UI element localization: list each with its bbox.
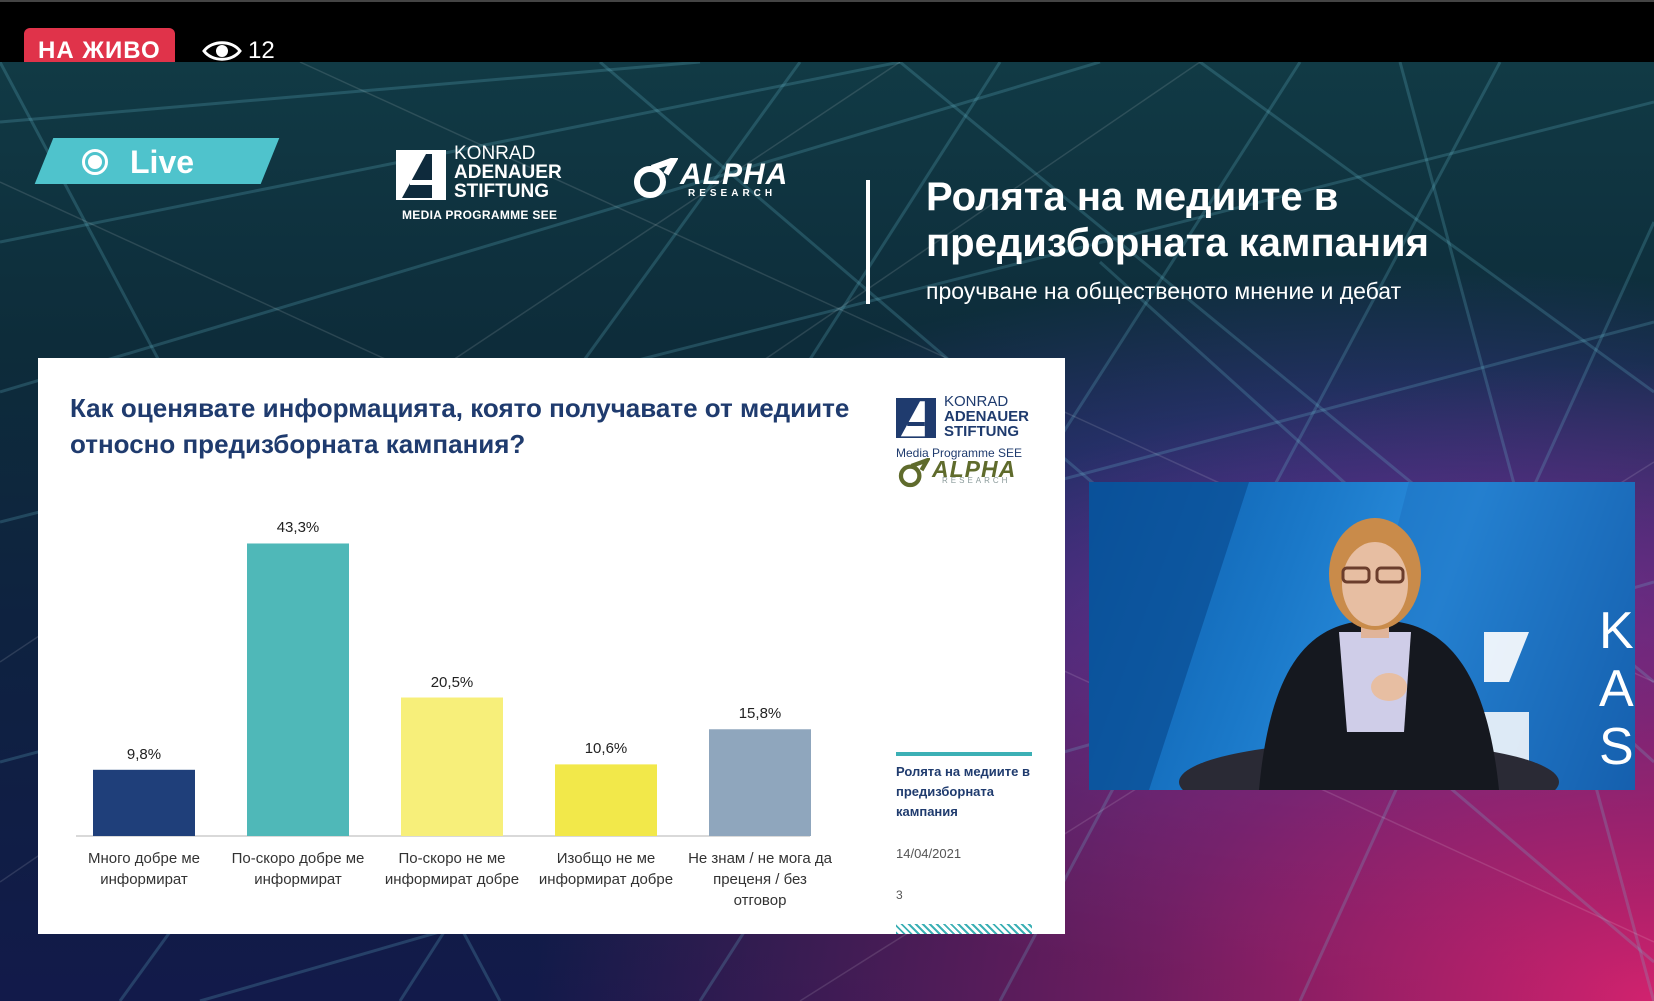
eye-icon	[202, 41, 242, 61]
side-hatch-bar	[896, 924, 1032, 934]
backdrop-letter-k: K	[1599, 602, 1634, 660]
slide-kas-line3: STIFTUNG	[944, 423, 1019, 440]
slide-alpha-sub: RESEARCH	[942, 476, 1011, 485]
live-tag-label: Live	[130, 143, 195, 180]
side-date: 14/04/2021	[896, 846, 962, 861]
slide-question: Как оценявате информацията, която получа…	[70, 393, 850, 459]
page-number: 3	[896, 888, 903, 902]
viewer-counter: 12	[202, 36, 275, 66]
camera-scene	[1089, 482, 1635, 790]
live-tag: Live	[82, 140, 194, 184]
backdrop-letter-s: S	[1599, 718, 1634, 776]
viewer-count: 12	[248, 37, 275, 64]
slide-kas-line2: ADENAUER	[944, 408, 1030, 425]
kas-line2: ADENAUER	[454, 162, 562, 183]
slide-alpha-logo: ALPHA RESEARCH	[896, 456, 1015, 493]
alpha-research-logo: ALPHA RESEARCH	[630, 154, 787, 203]
kas-sub: MEDIA PROGRAMME SEE	[402, 208, 558, 222]
alpha-word: ALPHA	[680, 158, 789, 191]
alpha-mark-icon	[634, 154, 681, 198]
backdrop-letter-a: A	[1599, 660, 1634, 718]
presentation-slide: Как оценявате информацията, която получа…	[38, 358, 1065, 934]
kas-mark-icon	[396, 150, 446, 200]
slide-kas-line1: KONRAD	[944, 393, 1009, 410]
slide-alpha-word: ALPHA	[932, 456, 1017, 482]
live-record-icon	[82, 149, 108, 175]
slide-kas-sub: Media Programme SEE	[896, 446, 1023, 460]
chart-bar	[401, 697, 503, 836]
side-title: Ролята на медиите в предизборната кампан…	[896, 764, 1030, 819]
kas-line3: STIFTUNG	[454, 181, 549, 202]
chart-bar	[555, 764, 657, 836]
chart-bar	[93, 769, 195, 836]
kas-line1: KONRAD	[454, 143, 536, 164]
survey-bar-chart	[76, 543, 811, 837]
slide-alpha-mark-icon	[898, 456, 932, 488]
header-divider	[866, 180, 870, 304]
side-accent-line	[896, 752, 1032, 756]
broadcast-subtitle: проучване на общественото мнение и дебат	[926, 278, 1402, 304]
broadcast-title: Ролята на медиите в предизборната кампан…	[926, 175, 1429, 265]
broadcast-stage: Live KONRAD ADENAUER STIFTUNG MEDIA PROG…	[0, 62, 1654, 1001]
camera-backdrop-letters: K A S	[1599, 602, 1634, 776]
speaker-camera-feed: K A S	[1089, 482, 1635, 790]
alpha-sub: RESEARCH	[688, 188, 777, 199]
stream-top-bar: НА ЖИВО 12	[0, 0, 1654, 74]
chart-bar	[247, 543, 349, 836]
slide-kas-mark-icon	[896, 398, 936, 438]
chart-bar	[709, 729, 811, 836]
